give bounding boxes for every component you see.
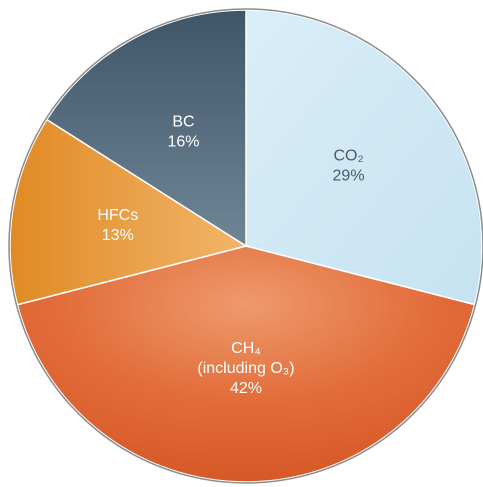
slice-name-label: BC xyxy=(172,113,194,130)
slice-percent-label: 42% xyxy=(230,380,262,397)
pie-label-co2: CO₂ 29% xyxy=(333,148,365,185)
slice-name-label: HFCs xyxy=(97,207,138,224)
slice-sublabel: (including O₃) xyxy=(197,360,294,377)
pie-outline xyxy=(8,8,483,484)
pie-slice-hfcs xyxy=(9,118,248,306)
slice-percent-label: 13% xyxy=(102,227,134,244)
pie-labels: CO₂ 29% CH₄ (including O₃) 42% HFCs 13% BC 16% xyxy=(97,113,364,396)
slice-name-label: CO₂ xyxy=(333,148,363,165)
slice-name-label: CH₄ xyxy=(231,340,261,357)
pie-slice-ch4-including-o3 xyxy=(16,245,476,483)
pie-label-ch4-including-o3: CH₄ (including O₃) 42% xyxy=(197,340,294,397)
pie-slice-co2 xyxy=(245,9,483,306)
pie-slice-bc xyxy=(45,9,247,248)
pie-slices xyxy=(9,9,483,483)
pie-label-bc: BC 16% xyxy=(167,113,199,150)
slice-percent-label: 16% xyxy=(167,133,199,150)
slice-percent-label: 29% xyxy=(333,168,365,185)
pie-label-hfcs: HFCs 13% xyxy=(97,207,138,244)
